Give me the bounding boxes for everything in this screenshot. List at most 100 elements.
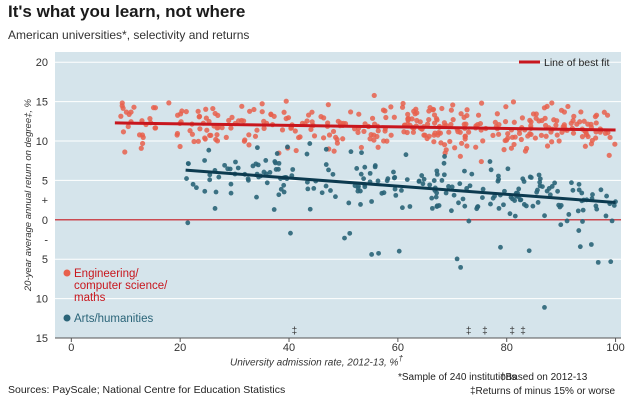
arts-point [576,228,582,233]
x-tick-label: 80 [501,342,513,354]
arts-point [362,164,368,170]
engineering-point [459,140,465,146]
arts-point [552,180,558,186]
engineering-point [414,117,420,124]
arts-point [594,206,600,212]
arts-point [474,206,480,212]
arts-point [507,211,513,217]
engineering-point [326,132,333,138]
engineering-point [490,132,496,138]
arts-point [245,177,251,183]
engineering-point [177,143,183,150]
engineering-point [401,129,407,135]
engineering-point [554,132,560,138]
engineering-point [593,135,599,141]
arts-point [392,175,398,180]
engineering-point [533,115,539,121]
engineering-point [475,112,482,118]
arts-point [542,213,547,219]
arts-point [216,174,222,180]
arts-point [570,187,576,193]
legend-line-label: Line of best fit [544,57,609,69]
arts-point [496,205,502,211]
engineering-point [447,138,453,145]
engineering-point [208,132,214,138]
arts-point [391,169,396,175]
engineering-point [527,131,533,137]
arts-point [342,235,347,241]
engineering-point [247,108,253,114]
engineering-point [152,125,158,131]
arts-point [536,172,542,178]
arts-point [376,250,381,256]
arts-point [595,259,601,265]
engineering-point [311,133,318,139]
arts-point [566,212,572,217]
arts-point [523,203,529,209]
engineering-point [528,123,534,129]
y-tick-label: 15 [36,97,48,109]
arts-point [185,161,191,166]
engineering-point [383,114,389,121]
engineering-point [571,113,577,119]
engineering-point [405,116,411,122]
engineering-point [318,114,324,120]
arts-point [609,218,615,224]
arts-point [441,172,447,178]
arts-point [233,159,238,165]
engineering-point [191,138,197,145]
arts-point [443,190,449,196]
chart-subtitle: American universities*, selectivity and … [8,28,250,42]
legend-engineering-label: Engineering/ [74,268,139,280]
arts-point [273,160,278,166]
engineering-point [450,102,456,108]
arts-point [564,218,570,224]
note-sample: *Sample of 240 institutions [398,372,517,383]
x-tick-label: 0 [68,342,74,354]
arts-point [404,177,410,183]
engineering-point [565,103,571,110]
x-tick-label: 60 [392,342,404,354]
arts-point [451,192,457,198]
arts-point [254,194,259,200]
arts-point [537,179,543,185]
arts-point [521,179,527,184]
engineering-point [325,120,331,126]
engineering-point [259,101,265,107]
arts-point [517,197,523,203]
arts-point [264,180,270,186]
engineering-point [147,116,153,122]
arts-point [212,206,218,211]
arts-point [403,152,409,158]
arts-point [526,248,532,254]
arts-point [185,220,191,226]
legend-engineering-label: computer science/ [74,280,168,292]
arts-point [206,147,212,153]
arts-point [263,158,269,163]
arts-point [454,256,460,262]
engineering-point [439,105,445,112]
arts-point [558,222,564,228]
engineering-point [604,112,611,118]
engineering-point [371,92,377,99]
engineering-point [195,138,201,144]
engineering-point [505,131,511,137]
arts-point [466,218,472,224]
offscale-marker: ‡ [466,326,472,337]
y-axis-label: 20-year average annual return on degree‡… [23,98,34,292]
engineering-point [556,138,562,144]
arts-point [542,304,547,310]
y-tick-label: - [44,235,48,247]
engineering-point [120,105,126,111]
arts-point [603,213,609,219]
engineering-point [549,139,555,145]
arts-point [480,195,485,200]
arts-point [311,185,317,191]
engineering-point [607,134,613,141]
arts-point [488,167,494,173]
engineering-point [214,138,221,144]
engineering-point [448,121,454,128]
arts-point [235,165,241,171]
arts-point [528,175,534,180]
chart-title: It's what you learn, not where [8,2,246,21]
